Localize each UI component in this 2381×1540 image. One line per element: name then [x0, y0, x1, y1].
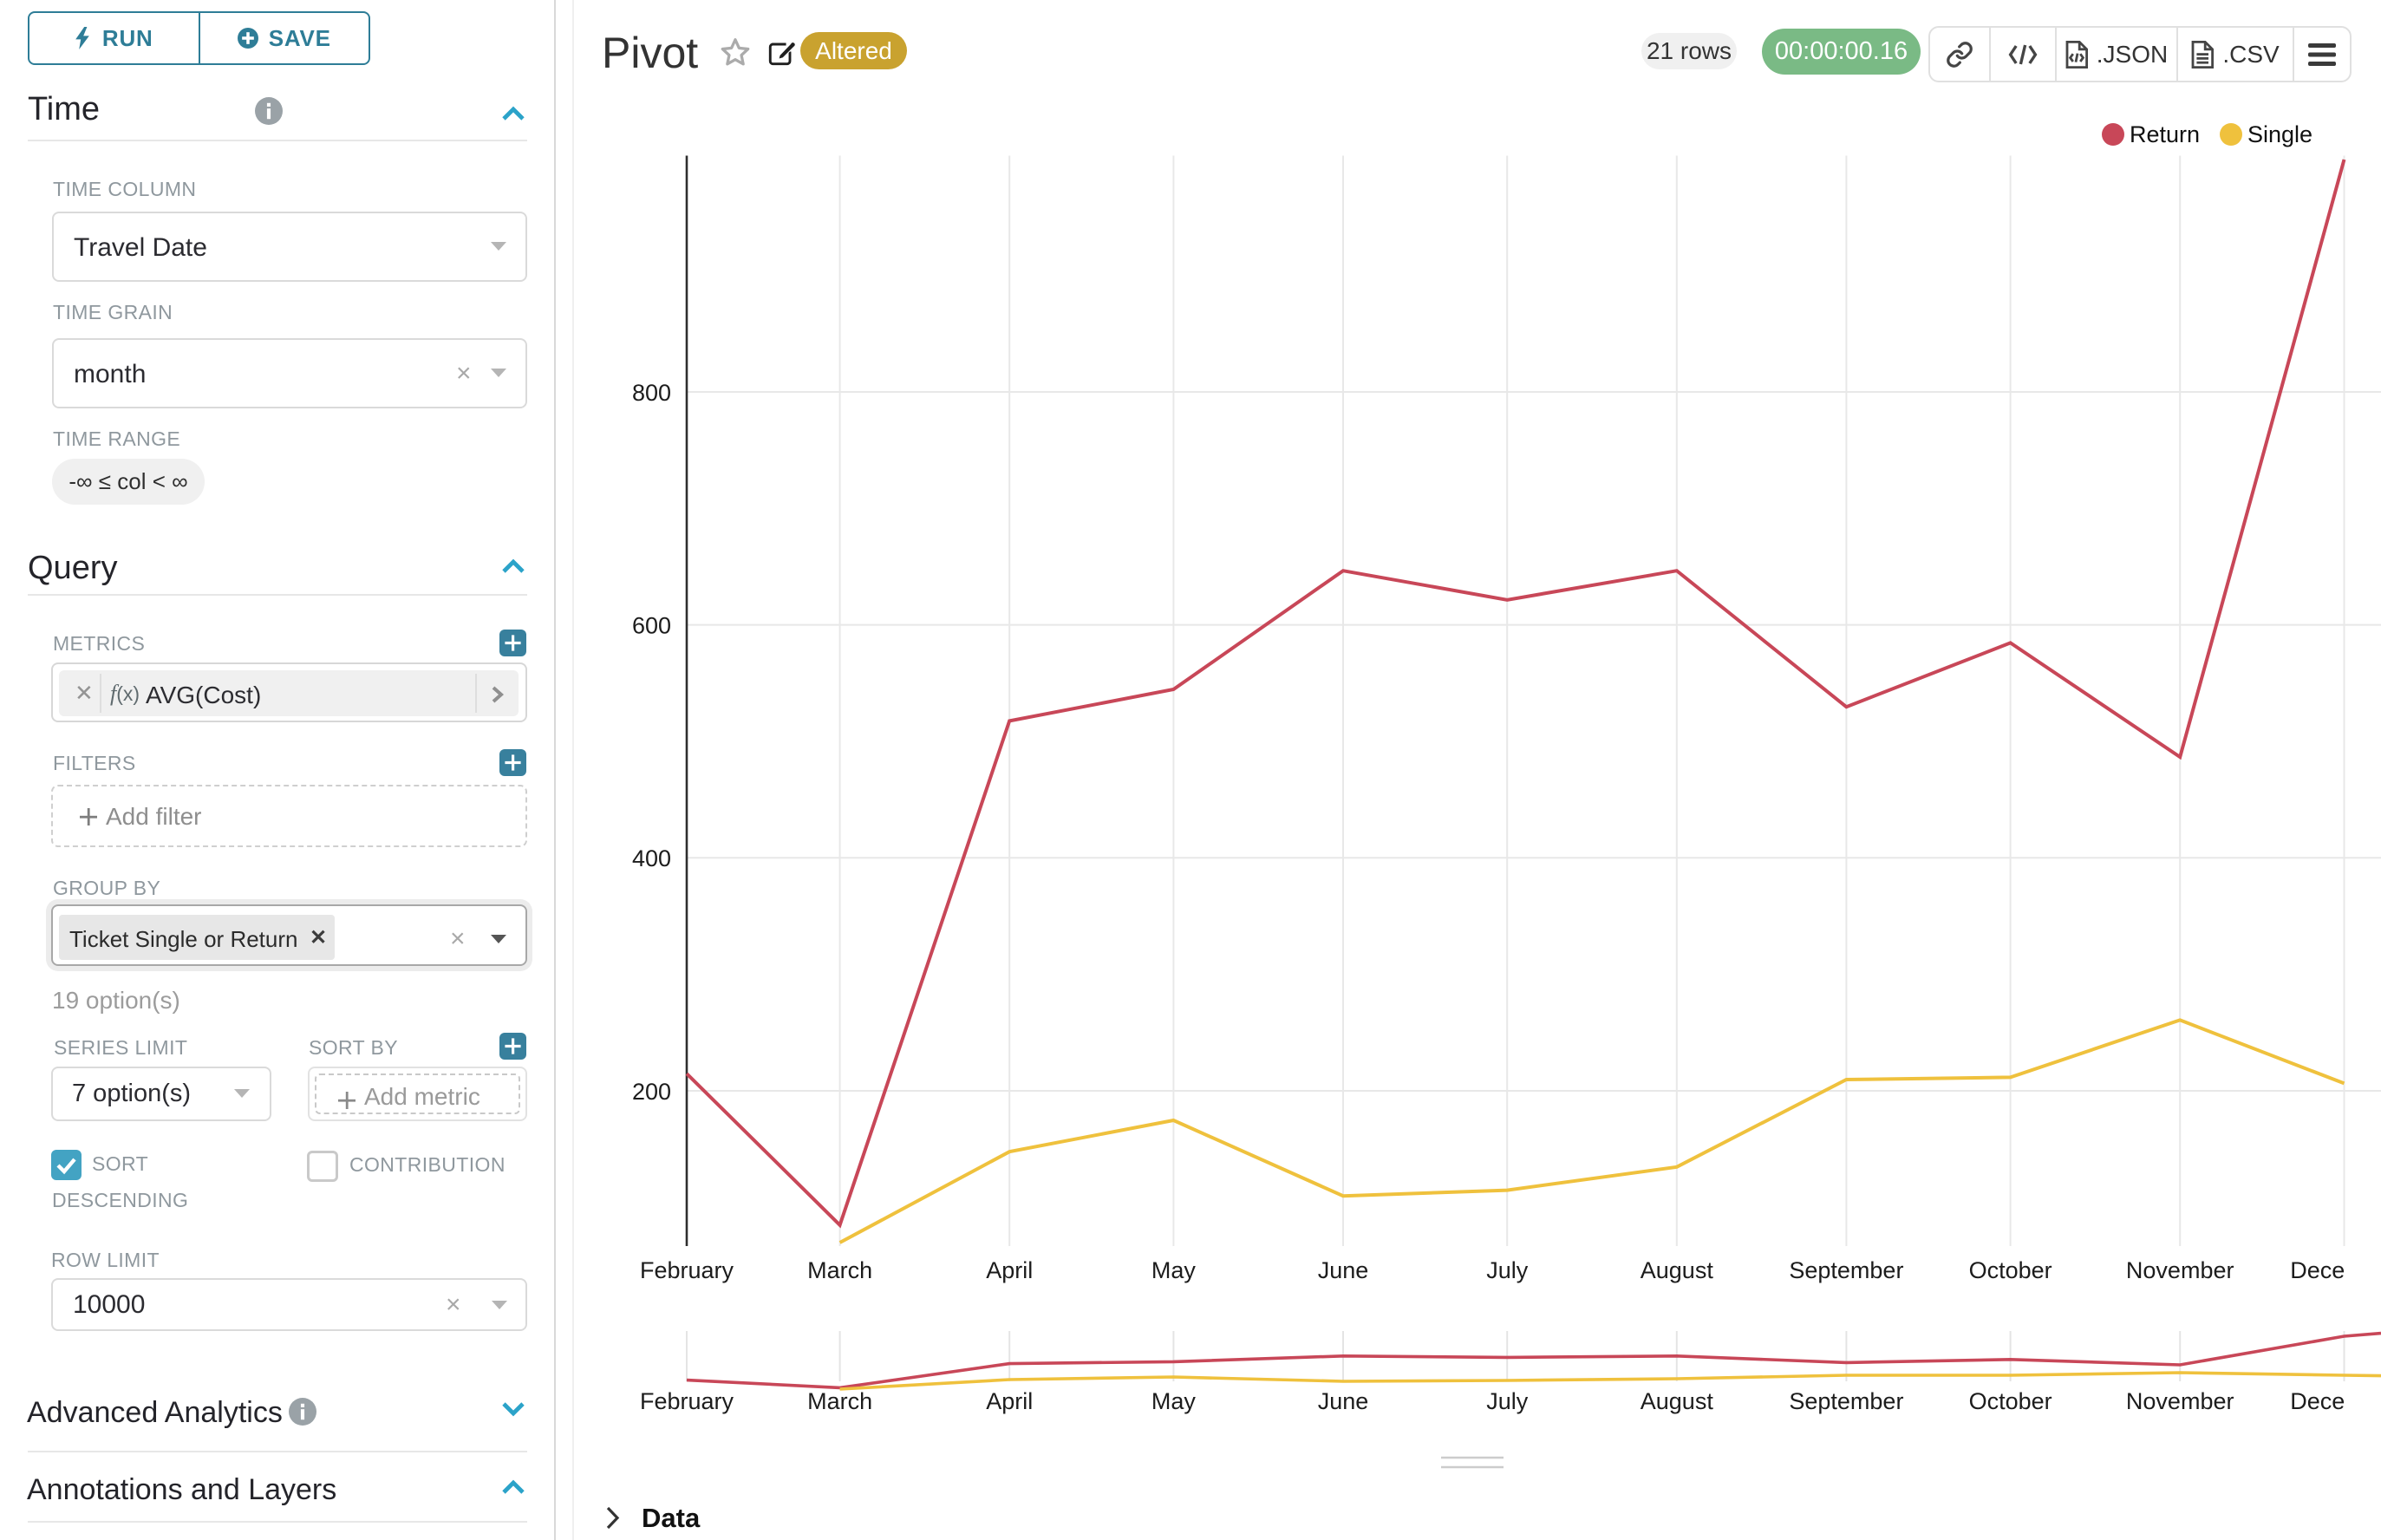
svg-text:December: December [2290, 1388, 2381, 1414]
svg-text:June: June [1318, 1257, 1369, 1283]
svg-text:600: 600 [632, 613, 671, 639]
svg-text:400: 400 [632, 845, 671, 871]
svg-text:May: May [1151, 1388, 1197, 1414]
svg-text:October: October [1969, 1388, 2052, 1414]
svg-text:April: April [986, 1257, 1033, 1283]
svg-text:May: May [1151, 1257, 1197, 1283]
svg-text:April: April [986, 1388, 1033, 1414]
svg-text:Return: Return [2130, 121, 2200, 147]
svg-text:July: July [1486, 1388, 1529, 1414]
svg-text:August: August [1641, 1257, 1714, 1283]
svg-text:July: July [1486, 1257, 1529, 1283]
svg-text:200: 200 [632, 1079, 671, 1105]
svg-text:September: September [1789, 1257, 1903, 1283]
svg-text:November: November [2126, 1257, 2234, 1283]
svg-text:August: August [1641, 1388, 1714, 1414]
svg-text:February: February [640, 1257, 734, 1283]
svg-text:Data: Data [642, 1503, 701, 1533]
svg-text:December: December [2290, 1257, 2381, 1283]
svg-text:September: September [1789, 1388, 1903, 1414]
svg-text:October: October [1969, 1257, 2052, 1283]
svg-text:June: June [1318, 1388, 1369, 1414]
svg-text:800: 800 [632, 380, 671, 406]
svg-text:November: November [2126, 1388, 2234, 1414]
svg-text:February: February [640, 1388, 734, 1414]
svg-text:March: March [807, 1388, 872, 1414]
svg-text:Single: Single [2247, 121, 2313, 147]
svg-text:March: March [807, 1257, 872, 1283]
